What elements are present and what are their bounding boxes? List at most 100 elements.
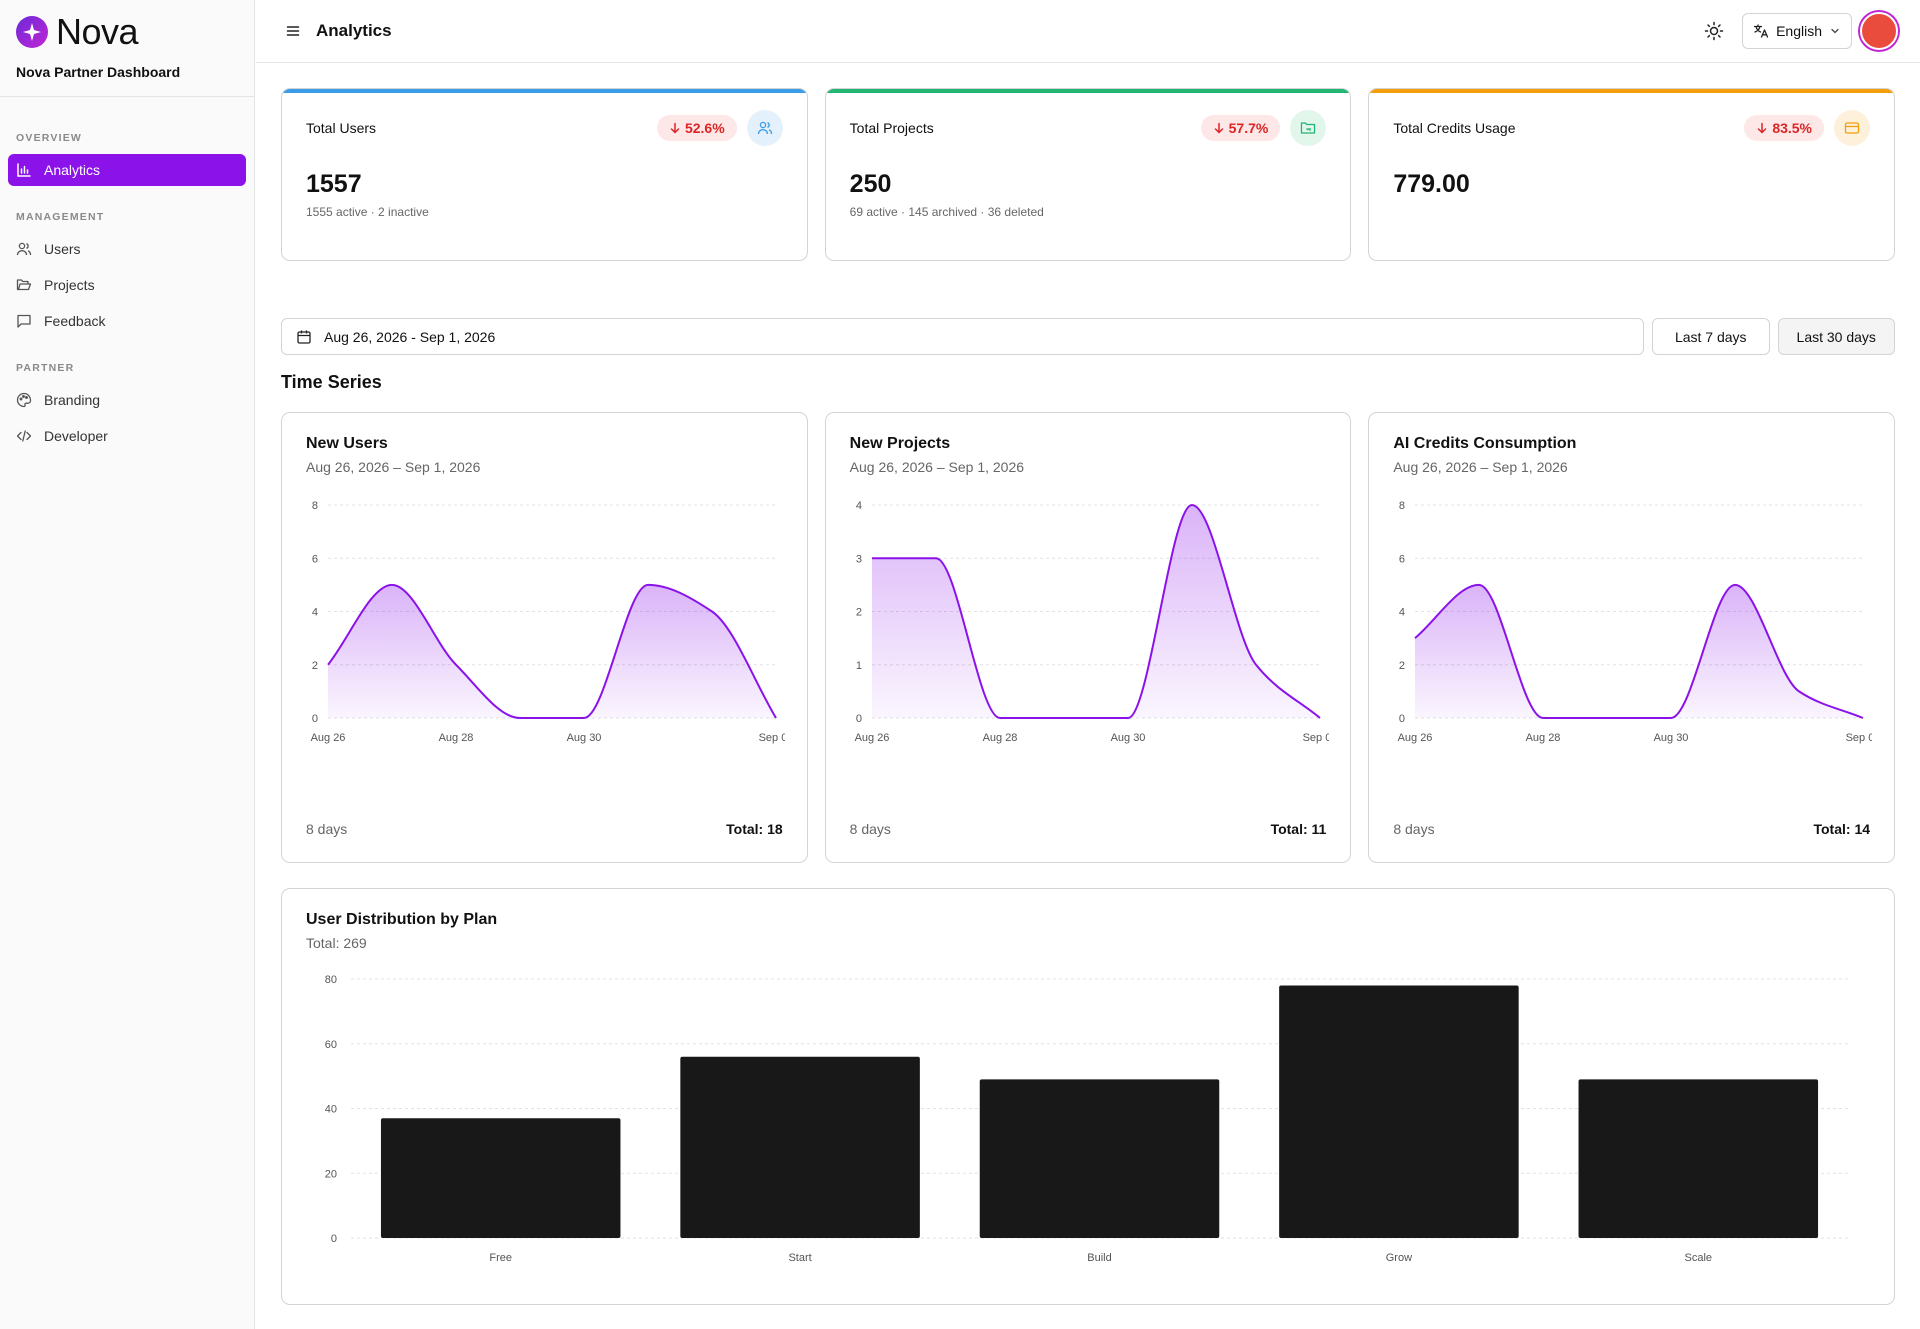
chart-card-ai-credits: AI Credits Consumption Aug 26, 2026 – Se… bbox=[1368, 412, 1896, 863]
palette-icon bbox=[16, 392, 32, 408]
top-header: Analytics English bbox=[256, 0, 1920, 63]
sidebar-item-users[interactable]: Users bbox=[8, 233, 246, 265]
chart-card-new-users: New Users Aug 26, 2026 – Sep 1, 2026 0 2 4… bbox=[281, 412, 808, 863]
x-tick-label: Aug 28 bbox=[1526, 732, 1561, 744]
chart-card-user-distribution: User Distribution by Plan Total: 269 0 20… bbox=[281, 888, 1895, 1305]
series-area bbox=[871, 505, 1320, 718]
stat-accent-bar bbox=[282, 89, 807, 93]
y-tick-label: 4 bbox=[312, 607, 318, 619]
change-value: 83.5% bbox=[1772, 120, 1813, 136]
stat-sub: 1555 active · 2 inactive bbox=[306, 205, 429, 219]
sidebar-item-label: Analytics bbox=[44, 162, 101, 178]
hamburger-icon bbox=[286, 26, 300, 36]
last-7-days-button[interactable]: Last 7 days bbox=[1652, 318, 1770, 355]
change-badge: 57.7% bbox=[1200, 115, 1281, 141]
users-icon bbox=[16, 241, 32, 257]
language-select[interactable]: English bbox=[1742, 13, 1852, 49]
series-area bbox=[1415, 584, 1864, 718]
stat-label: Total Users bbox=[306, 120, 377, 136]
theme-toggle-button[interactable] bbox=[1702, 19, 1726, 43]
change-value: 57.7% bbox=[1228, 120, 1269, 136]
ai-credits-area-chart: 0 2 4 6 8 Aug 26 Aug 28 Aug 30 Sep 02 bbox=[1398, 500, 1872, 744]
sidebar-item-branding[interactable]: Branding bbox=[8, 384, 246, 416]
x-tick-label: Aug 30 bbox=[1110, 732, 1145, 744]
brand-subtitle: Nova Partner Dashboard bbox=[16, 64, 181, 80]
user-distribution-bar-chart: 0 20 40 60 80 Free Start Build Grow Scale bbox=[325, 974, 1848, 1264]
y-tick-label: 0 bbox=[856, 713, 862, 725]
nova-logo-icon bbox=[16, 16, 48, 48]
y-tick-label: 6 bbox=[1399, 553, 1405, 565]
series-area bbox=[328, 584, 776, 718]
sun-icon bbox=[1704, 21, 1724, 41]
date-range-picker[interactable]: Aug 26, 2026 - Sep 1, 2026 bbox=[281, 318, 1644, 355]
series-line bbox=[871, 503, 1321, 719]
y-tick-label: 4 bbox=[1399, 607, 1405, 619]
x-tick-label: Grow bbox=[1386, 1252, 1412, 1264]
x-tick-label: Aug 26 bbox=[854, 732, 889, 744]
stat-sub: 69 active · 145 archived · 36 deleted bbox=[849, 205, 1044, 219]
change-badge: 52.6% bbox=[656, 115, 737, 141]
y-tick-label: 80 bbox=[325, 974, 337, 986]
x-tick-label: Start bbox=[788, 1252, 811, 1264]
bar bbox=[1279, 985, 1519, 1238]
y-tick-label: 0 bbox=[1399, 713, 1405, 725]
code-icon bbox=[16, 428, 32, 444]
stat-card-total-projects: Total Projects 57.7% 250 69 active · 145… bbox=[824, 88, 1352, 261]
translate-icon bbox=[1753, 24, 1769, 38]
sidebar-item-projects[interactable]: Projects bbox=[8, 269, 246, 301]
y-tick-label: 4 bbox=[856, 500, 862, 512]
stat-icon-wrap bbox=[1834, 110, 1871, 146]
stat-card-total-users: Total Users 52.6% 1557 1555 active · 2 i… bbox=[281, 88, 808, 261]
y-tick-label: 6 bbox=[312, 553, 318, 565]
arrow-down-icon bbox=[1214, 122, 1223, 134]
sidebar: Nova Nova Partner Dashboard OVERVIEW Ana… bbox=[0, 0, 255, 1329]
x-tick-label: Aug 26 bbox=[1398, 732, 1433, 744]
x-tick-label: Sep 02 bbox=[1846, 732, 1872, 744]
time-series-row: New Users Aug 26, 2026 – Sep 1, 2026 0 2 4… bbox=[281, 412, 1896, 863]
stat-accent-bar bbox=[1369, 89, 1895, 93]
chart-total: Total: 18 bbox=[726, 821, 783, 837]
user-avatar[interactable] bbox=[1860, 12, 1898, 50]
stat-accent-bar bbox=[825, 89, 1351, 93]
menu-toggle-button[interactable] bbox=[282, 20, 304, 42]
stat-value: 1557 bbox=[306, 170, 362, 198]
sidebar-item-label: Projects bbox=[44, 277, 95, 293]
chart-card-new-projects: New Projects Aug 26, 2026 – Sep 1, 2026 … bbox=[824, 412, 1352, 863]
brand: Nova Nova Partner Dashboard bbox=[0, 0, 254, 97]
sidebar-item-analytics[interactable]: Analytics bbox=[8, 154, 246, 186]
new-projects-area-chart: 0 1 2 3 4 Aug 26 Aug 28 Aug 30 Sep 02 bbox=[854, 500, 1328, 744]
sidebar-item-feedback[interactable]: Feedback bbox=[8, 305, 246, 337]
credit-card-icon bbox=[1844, 122, 1860, 134]
sidebar-item-developer[interactable]: Developer bbox=[8, 420, 246, 452]
chart-subtitle: Aug 26, 2026 – Sep 1, 2026 bbox=[306, 459, 481, 475]
chart-days: 8 days bbox=[306, 821, 348, 837]
arrow-down-icon bbox=[670, 122, 680, 134]
x-tick-label: Sep 02 bbox=[759, 732, 785, 744]
y-tick-label: 3 bbox=[856, 553, 862, 565]
change-badge: 83.5% bbox=[1744, 115, 1825, 141]
calendar-icon bbox=[297, 330, 311, 344]
folder-icon bbox=[1301, 122, 1316, 134]
y-tick-label: 0 bbox=[312, 713, 318, 725]
x-tick-label: Sep 02 bbox=[1302, 732, 1328, 744]
x-tick-label: Aug 30 bbox=[1654, 732, 1689, 744]
chart-subtitle: Aug 26, 2026 – Sep 1, 2026 bbox=[849, 459, 1025, 475]
arrow-down-icon bbox=[1758, 122, 1767, 134]
stats-row: Total Users 52.6% 1557 1555 active · 2 i… bbox=[281, 88, 1896, 261]
stat-label: Total Credits Usage bbox=[1393, 120, 1516, 136]
main-content: Total Users 52.6% 1557 1555 active · 2 i… bbox=[281, 88, 1896, 1305]
page-title: Analytics bbox=[316, 21, 392, 40]
bar bbox=[979, 1079, 1220, 1238]
change-value: 52.6% bbox=[684, 120, 725, 136]
sidebar-item-label: Users bbox=[44, 241, 81, 257]
series-line bbox=[1414, 583, 1864, 719]
users-icon bbox=[757, 121, 772, 135]
nav-heading-management: MANAGEMENT bbox=[16, 211, 105, 223]
stat-icon-wrap bbox=[746, 110, 783, 146]
stat-value: 779.00 bbox=[1393, 170, 1470, 198]
nav-heading-overview: OVERVIEW bbox=[16, 132, 83, 144]
bar bbox=[680, 1056, 920, 1238]
chart-title: User Distribution by Plan bbox=[306, 911, 498, 928]
last-30-days-button[interactable]: Last 30 days bbox=[1777, 318, 1895, 355]
chevron-down-icon bbox=[1831, 28, 1839, 34]
